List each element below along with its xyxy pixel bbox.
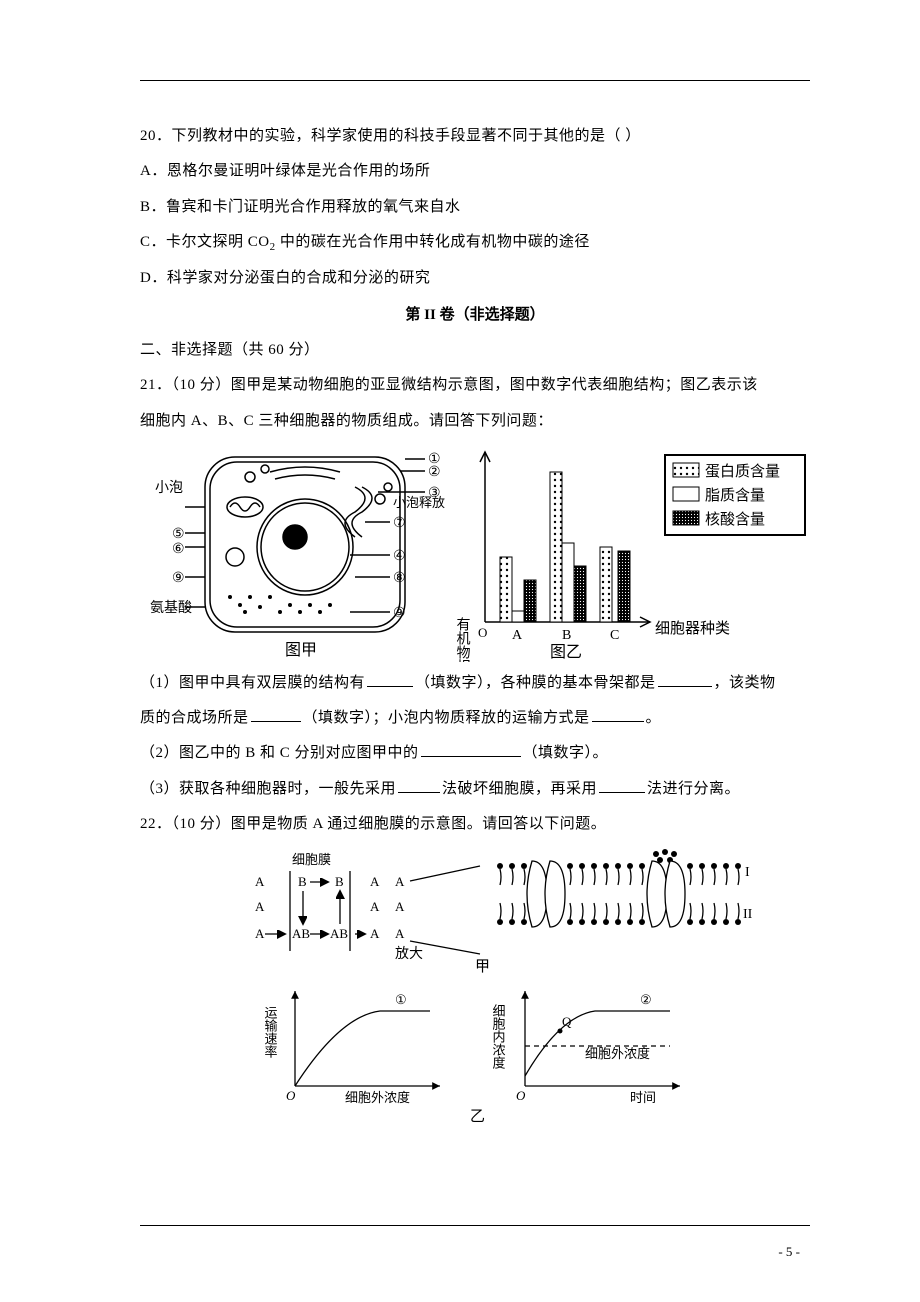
lbl-8: ⑧ xyxy=(393,571,406,586)
f22-II: II xyxy=(743,907,753,922)
q21-s3a: （3）获取各种细胞器时，一般先采用 xyxy=(140,781,396,797)
svg-text:A: A xyxy=(255,874,265,889)
q21-figures: 小泡 小泡释放 氨基酸 ① ② ③ ⑦ ④ ⑧ ⑨ ⑤ ⑥ ⑨ 图甲 xyxy=(150,447,810,662)
q21-s1e: （填数字）；小泡内物质释放的运输方式是 xyxy=(303,710,590,726)
f22b-Q: Q xyxy=(562,1014,572,1029)
blank xyxy=(251,706,301,722)
f22b-rx: 时间 xyxy=(630,1090,656,1105)
q21-sub2: （2）图乙中的 B 和 C 分别对应图甲中的 （填数字）。 xyxy=(140,736,810,771)
svg-text:A: A xyxy=(395,874,405,889)
svg-text:A: A xyxy=(395,899,405,914)
f22b-ly: 运输速率 xyxy=(263,1006,278,1058)
section-ii-title: 第 II 卷（非选择题） xyxy=(140,298,810,333)
q21-s2a: （2）图乙中的 B 和 C 分别对应图甲中的 xyxy=(140,745,419,761)
svg-text:A: A xyxy=(395,926,405,941)
f22-cap-yi: 乙 xyxy=(470,1109,485,1125)
yi-xlabel: 细胞器种类 xyxy=(655,620,730,637)
q20-stem: 20．下列教材中的实验，科学家使用的科技手段显著不同于其他的是（ ） xyxy=(140,119,810,154)
lbl-2: ② xyxy=(428,465,441,480)
f22b-ry: 细胞内浓度 xyxy=(491,1004,506,1069)
blank xyxy=(592,706,644,722)
legend-lipid: 脂质含量 xyxy=(705,487,765,504)
caption-yi: 图乙 xyxy=(550,644,582,661)
blank xyxy=(398,777,440,793)
f22b-m2: ② xyxy=(640,992,652,1007)
q21-s1d: 质的合成场所是 xyxy=(140,710,249,726)
yi-ylabel: 有机物相对含量(%) xyxy=(455,617,471,662)
lbl-9: ⑨ xyxy=(393,606,406,621)
label-xiaopao: 小泡 xyxy=(155,480,183,496)
svg-text:A: A xyxy=(255,926,265,941)
svg-text:AB: AB xyxy=(292,926,310,941)
q21-s1a: （1）图甲中具有双层膜的结构有 xyxy=(140,675,365,691)
q20-opt-b: B．鲁宾和卡门证明光合作用释放的氧气来自水 xyxy=(140,190,810,225)
svg-text:A: A xyxy=(370,899,380,914)
caption-jia: 图甲 xyxy=(285,642,317,659)
legend-protein: 蛋白质含量 xyxy=(705,463,780,480)
blank xyxy=(367,671,413,687)
q20-opt-d: D．科学家对分泌蛋白的合成和分泌的研究 xyxy=(140,261,810,296)
yi-xc: C xyxy=(610,628,619,643)
q21-s1c: ，该类物 xyxy=(714,675,776,691)
lbl-5: ⑤ xyxy=(172,527,185,542)
blank xyxy=(658,671,712,687)
label-aa: 氨基酸 xyxy=(150,599,192,616)
figure-jia: 小泡 小泡释放 氨基酸 ① ② ③ ⑦ ④ ⑧ ⑨ ⑤ ⑥ ⑨ 图甲 xyxy=(150,447,450,662)
lbl-7: ⑦ xyxy=(393,516,406,531)
part2-heading: 二、非选择题（共 60 分） xyxy=(140,333,810,368)
legend-na: 核酸含量 xyxy=(705,511,765,528)
rule-top xyxy=(140,80,810,81)
q21-s1b: （填数字），各种膜的基本骨架都是 xyxy=(415,675,656,691)
q20-opt-c: C．卡尔文探明 CO2 中的碳在光合作用中转化成有机物中碳的途径 xyxy=(140,225,810,261)
blank xyxy=(599,777,645,793)
q21-sub1: （1）图甲中具有双层膜的结构有 （填数字），各种膜的基本骨架都是 ，该类物 xyxy=(140,666,810,701)
q20-c-post: 中的碳在光合作用中转化成有机物中碳的途径 xyxy=(276,234,590,250)
q20-opt-a: A．恩格尔曼证明叶绿体是光合作用的场所 xyxy=(140,154,810,189)
q22-line1: 22．（10 分）图甲是物质 A 通过细胞膜的示意图。请回答以下问题。 xyxy=(140,807,810,842)
q21-sub3: （3）获取各种细胞器时，一般先采用 法破坏细胞膜，再采用 法进行分离。 xyxy=(140,772,810,807)
q21-line2: 细胞内 A、B、C 三种细胞器的物质组成。请回答下列问题： xyxy=(140,404,810,439)
f22b-O1: O xyxy=(286,1088,296,1103)
figure-22-bottom: 运输速率 O 细胞外浓度 ① 细胞内浓度 O 时间 ② 细胞外浓度 Q 乙 xyxy=(240,976,720,1126)
f22-cap-jia: 甲 xyxy=(475,959,490,975)
svg-text:B: B xyxy=(298,874,307,889)
svg-text:A: A xyxy=(255,899,265,914)
yi-xb: B xyxy=(562,628,571,643)
figure-22-top: 细胞膜 AAA BB ABAB AA AA AA xyxy=(200,846,760,976)
yi-xa: A xyxy=(512,628,523,643)
f22b-m1: ① xyxy=(395,992,407,1007)
svg-text:A: A xyxy=(370,874,380,889)
lbl-4: ④ xyxy=(393,549,406,564)
q21-s1f: 。 xyxy=(646,710,662,726)
q21-s2b: （填数字）。 xyxy=(523,745,609,761)
f22-mem: 细胞膜 xyxy=(292,852,331,867)
q20-c-pre: C．卡尔文探明 CO xyxy=(140,234,270,250)
f22-I: I xyxy=(745,865,750,880)
f22b-lx: 细胞外浓度 xyxy=(345,1090,410,1105)
q22-figures: 细胞膜 AAA BB ABAB AA AA AA xyxy=(150,846,810,1126)
page-number: - 5 - xyxy=(778,1244,800,1260)
svg-text:A: A xyxy=(370,926,380,941)
figure-yi: 有机物相对含量(%) O A B C 细胞器种类 xyxy=(450,447,810,662)
q21-s3c: 法进行分离。 xyxy=(647,781,740,797)
rule-bottom xyxy=(140,1225,810,1226)
f22b-O2: O xyxy=(516,1088,526,1103)
f22-zoom: 放大 xyxy=(395,946,423,962)
svg-text:AB: AB xyxy=(330,926,348,941)
q21-s3b: 法破坏细胞膜，再采用 xyxy=(442,781,597,797)
q21-line1: 21．（10 分）图甲是某动物细胞的亚显微结构示意图，图中数字代表细胞结构；图乙… xyxy=(140,368,810,403)
f22b-rlbl: 细胞外浓度 xyxy=(585,1046,650,1061)
svg-text:B: B xyxy=(335,874,344,889)
lbl-3: ③ xyxy=(428,486,441,501)
lbl-9b: ⑨ xyxy=(172,571,185,586)
q21-sub1-line2: 质的合成场所是 （填数字）；小泡内物质释放的运输方式是 。 xyxy=(140,701,810,736)
lbl-6: ⑥ xyxy=(172,542,185,557)
blank xyxy=(421,741,521,757)
page: 20．下列教材中的实验，科学家使用的科技手段显著不同于其他的是（ ） A．恩格尔… xyxy=(0,0,920,1302)
yi-origin: O xyxy=(478,625,487,640)
